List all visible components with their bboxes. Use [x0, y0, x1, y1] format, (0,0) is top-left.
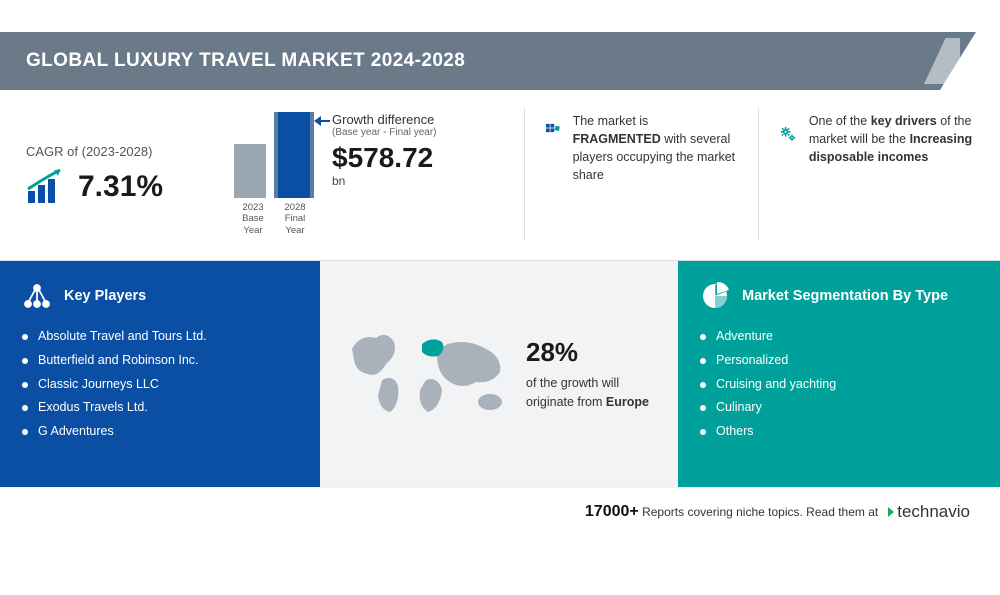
growth-sublabel: (Base year - Final year) — [332, 127, 502, 138]
network-icon — [22, 281, 52, 311]
list-item: G Adventures — [22, 420, 298, 444]
list-item: Classic Journeys LLC — [22, 373, 298, 397]
gears-icon — [780, 112, 796, 156]
key-players-list: Absolute Travel and Tours Ltd.Butterfiel… — [22, 325, 298, 444]
bar-label-base: 2023 Base Year — [235, 202, 271, 236]
growth-unit: bn — [332, 174, 502, 188]
cagr-value: 7.31% — [78, 170, 163, 204]
segmentation-list: AdventurePersonalizedCruising and yachti… — [700, 325, 978, 444]
text-pre: One of the — [809, 114, 871, 128]
bar-label-year: 2028 — [277, 202, 313, 213]
reports-label: Reports covering niche topics. Read them… — [642, 505, 878, 519]
growth-bars-block: 2023 Base Year 2028 Final Year — [234, 112, 314, 236]
reports-count: 17000+ — [585, 503, 639, 520]
text-strong: key drivers — [871, 114, 937, 128]
list-item: Butterfield and Robinson Inc. — [22, 349, 298, 373]
list-item: Culinary — [700, 396, 978, 420]
list-item: Cruising and yachting — [700, 373, 978, 397]
bar-base-year — [234, 144, 266, 198]
title-banner: GLOBAL LUXURY TRAVEL MARKET 2024-2028 — [0, 32, 1000, 90]
list-item: Absolute Travel and Tours Ltd. — [22, 325, 298, 349]
fragment-icon — [546, 112, 560, 150]
arrow-left-icon — [314, 114, 330, 128]
region-name: Europe — [606, 395, 649, 409]
growth-region-pct: 28% — [526, 337, 656, 368]
list-item: Adventure — [700, 325, 978, 349]
bar-label-year: 2023 — [235, 202, 271, 213]
fragmented-block: The market is FRAGMENTED with several pl… — [546, 112, 736, 236]
logo-text: technavio — [897, 502, 970, 522]
growth-amount: $578.72 — [332, 142, 502, 174]
cagr-block: CAGR of (2023-2028) 7.31% — [26, 112, 216, 236]
panel-title: Market Segmentation By Type — [742, 288, 948, 304]
key-players-panel: Key Players Absolute Travel and Tours Lt… — [0, 261, 320, 487]
cagr-label: CAGR of (2023-2028) — [26, 144, 163, 159]
driver-block: One of the key drivers of the market wil… — [780, 112, 978, 236]
bottom-panels: Key Players Absolute Travel and Tours Lt… — [0, 261, 1000, 487]
bar-growth-icon — [26, 169, 68, 205]
reports-count-text: 17000+ Reports covering niche topics. Re… — [585, 503, 878, 521]
geography-panel: 28% of the growth will originate from Eu… — [320, 261, 678, 487]
technavio-logo: technavio — [888, 502, 970, 522]
logo-arrow-icon — [888, 507, 894, 517]
growth-amount-block: Growth difference (Base year - Final yea… — [332, 112, 502, 236]
footer: 17000+ Reports covering niche topics. Re… — [0, 487, 1000, 536]
text-pre: The market is — [573, 114, 649, 128]
stats-row: CAGR of (2023-2028) 7.31% — [0, 90, 1000, 261]
fragmented-text: The market is FRAGMENTED with several pl… — [573, 112, 736, 185]
page-title: GLOBAL LUXURY TRAVEL MARKET 2024-2028 — [26, 50, 465, 72]
bar-label-role: Final Year — [277, 213, 313, 236]
segmentation-panel: Market Segmentation By Type AdventurePer… — [678, 261, 1000, 487]
world-map-icon — [342, 324, 512, 424]
bar-label-final: 2028 Final Year — [277, 202, 313, 236]
growth-region-text: of the growth will originate from Europe — [526, 374, 656, 412]
bar-final-year — [278, 112, 310, 198]
growth-bar-pair — [234, 112, 314, 198]
bar-label-role: Base Year — [235, 213, 271, 236]
panel-title: Key Players — [64, 288, 146, 304]
driver-text: One of the key drivers of the market wil… — [809, 112, 978, 166]
pie-chart-icon — [700, 281, 730, 311]
list-item: Exodus Travels Ltd. — [22, 396, 298, 420]
text-strong: FRAGMENTED — [573, 132, 661, 146]
growth-label: Growth difference — [332, 112, 502, 127]
list-item: Personalized — [700, 349, 978, 373]
list-item: Others — [700, 420, 978, 444]
